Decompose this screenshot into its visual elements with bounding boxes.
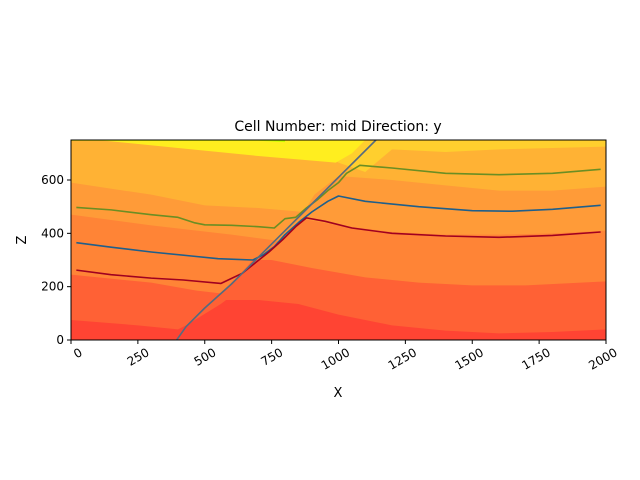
boundary-lines <box>71 140 601 340</box>
chart-title: Cell Number: mid Direction: y <box>234 119 441 135</box>
x-tick-label: 750 <box>259 345 286 369</box>
geology-layers <box>71 140 606 340</box>
boundary-line <box>76 195 601 261</box>
x-tick-label: 0 <box>71 345 85 361</box>
x-tick-label: 1500 <box>453 345 486 372</box>
x-axis-label: X <box>334 386 343 401</box>
x-tick-label: 500 <box>192 345 219 369</box>
y-tick-label: 200 <box>41 280 64 294</box>
y-axis-label: Z <box>15 235 30 244</box>
x-tick-label: 1000 <box>319 345 352 372</box>
x-tick-label: 2000 <box>586 345 619 372</box>
y-axis-ticks: 0 200 400 600 <box>41 173 71 347</box>
x-axis-ticks: 0 250 500 750 1000 1250 1500 1750 2000 <box>70 340 620 373</box>
boundary-line <box>71 140 286 143</box>
y-tick-label: 0 <box>56 333 64 347</box>
y-tick-label: 400 <box>41 226 64 240</box>
y-tick-label: 600 <box>41 173 64 187</box>
boundary-line <box>76 164 601 229</box>
x-tick-label: 1750 <box>519 345 552 372</box>
layer-fill <box>71 140 606 212</box>
boundary-line <box>76 217 601 285</box>
boundary-line <box>176 140 377 340</box>
x-tick-label: 1250 <box>386 345 419 372</box>
x-tick-label: 250 <box>125 345 152 369</box>
layer-fill <box>97 140 366 163</box>
